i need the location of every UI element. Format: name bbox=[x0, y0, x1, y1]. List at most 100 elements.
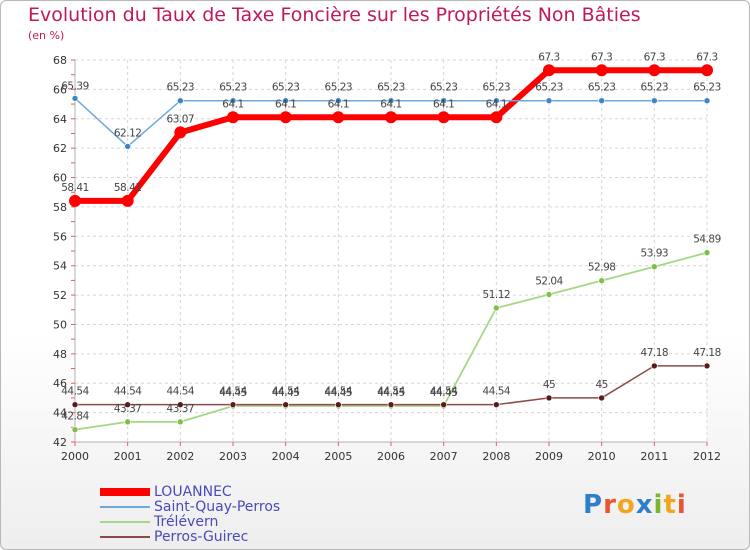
data-point bbox=[493, 97, 500, 104]
data-label: 64.1 bbox=[222, 98, 243, 110]
data-point bbox=[703, 97, 711, 104]
data-point bbox=[595, 64, 608, 77]
data-label: 52.04 bbox=[535, 275, 563, 287]
logo-letter: t bbox=[663, 490, 677, 520]
data-label: 65.23 bbox=[641, 82, 669, 94]
legend-label: Perros-Guirec bbox=[154, 529, 249, 545]
y-tick-label: 44 bbox=[53, 407, 67, 420]
chart-title: Evolution du Taux de Taxe Foncière sur l… bbox=[28, 4, 641, 26]
data-point bbox=[279, 111, 292, 124]
data-point bbox=[598, 394, 605, 402]
y-tick-label: 54 bbox=[53, 260, 67, 273]
data-label: 65.23 bbox=[167, 82, 195, 94]
data-label: 47.18 bbox=[693, 347, 721, 359]
data-label: 44.45 bbox=[272, 387, 300, 399]
y-tick-label: 50 bbox=[53, 318, 67, 331]
y-tick-label: 68 bbox=[53, 54, 67, 67]
data-label: 65.23 bbox=[219, 82, 247, 94]
data-label: 65.23 bbox=[483, 82, 511, 94]
data-label: 44.45 bbox=[325, 387, 353, 399]
legend-item-saint-quay-perros: Saint-Quay-Perros bbox=[100, 499, 320, 516]
data-point bbox=[651, 97, 658, 104]
logo-letter: o bbox=[616, 490, 636, 520]
data-point bbox=[332, 111, 345, 124]
data-label: 65.23 bbox=[588, 82, 616, 94]
data-point bbox=[69, 194, 81, 207]
x-tick-label: 2009 bbox=[535, 450, 563, 463]
x-tick-label: 2008 bbox=[482, 450, 510, 463]
data-label: 64.1 bbox=[433, 98, 454, 110]
y-tick-label: 64 bbox=[53, 113, 67, 126]
data-point bbox=[227, 111, 239, 124]
data-point bbox=[71, 401, 79, 408]
data-point bbox=[177, 418, 184, 426]
y-tick-label: 56 bbox=[53, 230, 67, 243]
data-label: 44.45 bbox=[219, 387, 247, 399]
data-point bbox=[651, 263, 658, 271]
data-point bbox=[703, 249, 711, 256]
data-label: 65.23 bbox=[272, 82, 300, 94]
data-point bbox=[71, 426, 79, 433]
data-label: 44.54 bbox=[167, 386, 195, 398]
data-label: 64.1 bbox=[328, 98, 349, 110]
data-point bbox=[174, 126, 187, 139]
data-label: 44.54 bbox=[377, 386, 405, 398]
data-point bbox=[124, 418, 131, 426]
data-label: 62.12 bbox=[114, 127, 142, 139]
data-point bbox=[545, 97, 553, 104]
data-label: 44.54 bbox=[114, 386, 142, 398]
data-point bbox=[493, 304, 500, 312]
data-label: 64.1 bbox=[380, 98, 401, 110]
data-label: 67.3 bbox=[591, 51, 612, 63]
data-label: 44.54 bbox=[483, 386, 511, 398]
legend-label: Trélévern bbox=[154, 514, 219, 530]
data-label: 42.84 bbox=[61, 411, 89, 423]
legend-item-perros-guirec: Perros-Guirec bbox=[100, 529, 320, 546]
data-label: 64.1 bbox=[275, 98, 296, 110]
data-label: 44.45 bbox=[430, 387, 458, 399]
data-label: 44.54 bbox=[325, 386, 353, 398]
data-point bbox=[335, 401, 342, 408]
data-label: 67.3 bbox=[644, 51, 665, 63]
x-tick-label: 2004 bbox=[272, 450, 300, 463]
logo-letter: i bbox=[653, 490, 664, 520]
data-point bbox=[387, 401, 395, 408]
data-point bbox=[282, 97, 289, 104]
legend-item-louannec: LOUANNEC bbox=[100, 484, 320, 501]
x-tick-label: 2006 bbox=[377, 450, 405, 463]
data-label: 65.23 bbox=[693, 82, 721, 94]
data-point bbox=[490, 111, 503, 124]
x-tick-label: 2007 bbox=[430, 450, 458, 463]
data-label: 53.93 bbox=[641, 248, 669, 260]
data-point bbox=[703, 362, 711, 370]
y-tick-label: 46 bbox=[53, 377, 67, 390]
data-label: 67.3 bbox=[538, 51, 559, 63]
data-point bbox=[282, 401, 289, 408]
legend-swatch-saint-quay-perros bbox=[100, 506, 150, 508]
data-point bbox=[440, 97, 447, 104]
logo-letter: P bbox=[583, 490, 604, 520]
data-point bbox=[440, 401, 447, 408]
data-label: 65.39 bbox=[61, 80, 89, 92]
data-label: 65.23 bbox=[325, 82, 353, 94]
data-label: 45 bbox=[595, 379, 607, 391]
proxiti-logo: Proxiti bbox=[583, 490, 687, 520]
data-point bbox=[124, 143, 131, 150]
data-point bbox=[121, 194, 134, 207]
x-tick-label: 2010 bbox=[588, 450, 616, 463]
data-point bbox=[335, 97, 342, 104]
x-tick-label: 2012 bbox=[693, 450, 721, 463]
legend-label: LOUANNEC bbox=[154, 484, 232, 500]
data-label: 43.37 bbox=[167, 403, 195, 415]
data-point bbox=[71, 95, 79, 102]
data-label: 63.07 bbox=[167, 113, 195, 125]
data-point bbox=[493, 401, 500, 408]
data-point bbox=[177, 401, 184, 408]
y-tick-label: 62 bbox=[53, 142, 67, 155]
logo-letter: r bbox=[603, 490, 617, 520]
data-point bbox=[437, 111, 450, 124]
x-tick-label: 2001 bbox=[114, 450, 142, 463]
y-axis-unit: (en %) bbox=[28, 29, 65, 42]
data-label: 67.3 bbox=[696, 51, 717, 63]
